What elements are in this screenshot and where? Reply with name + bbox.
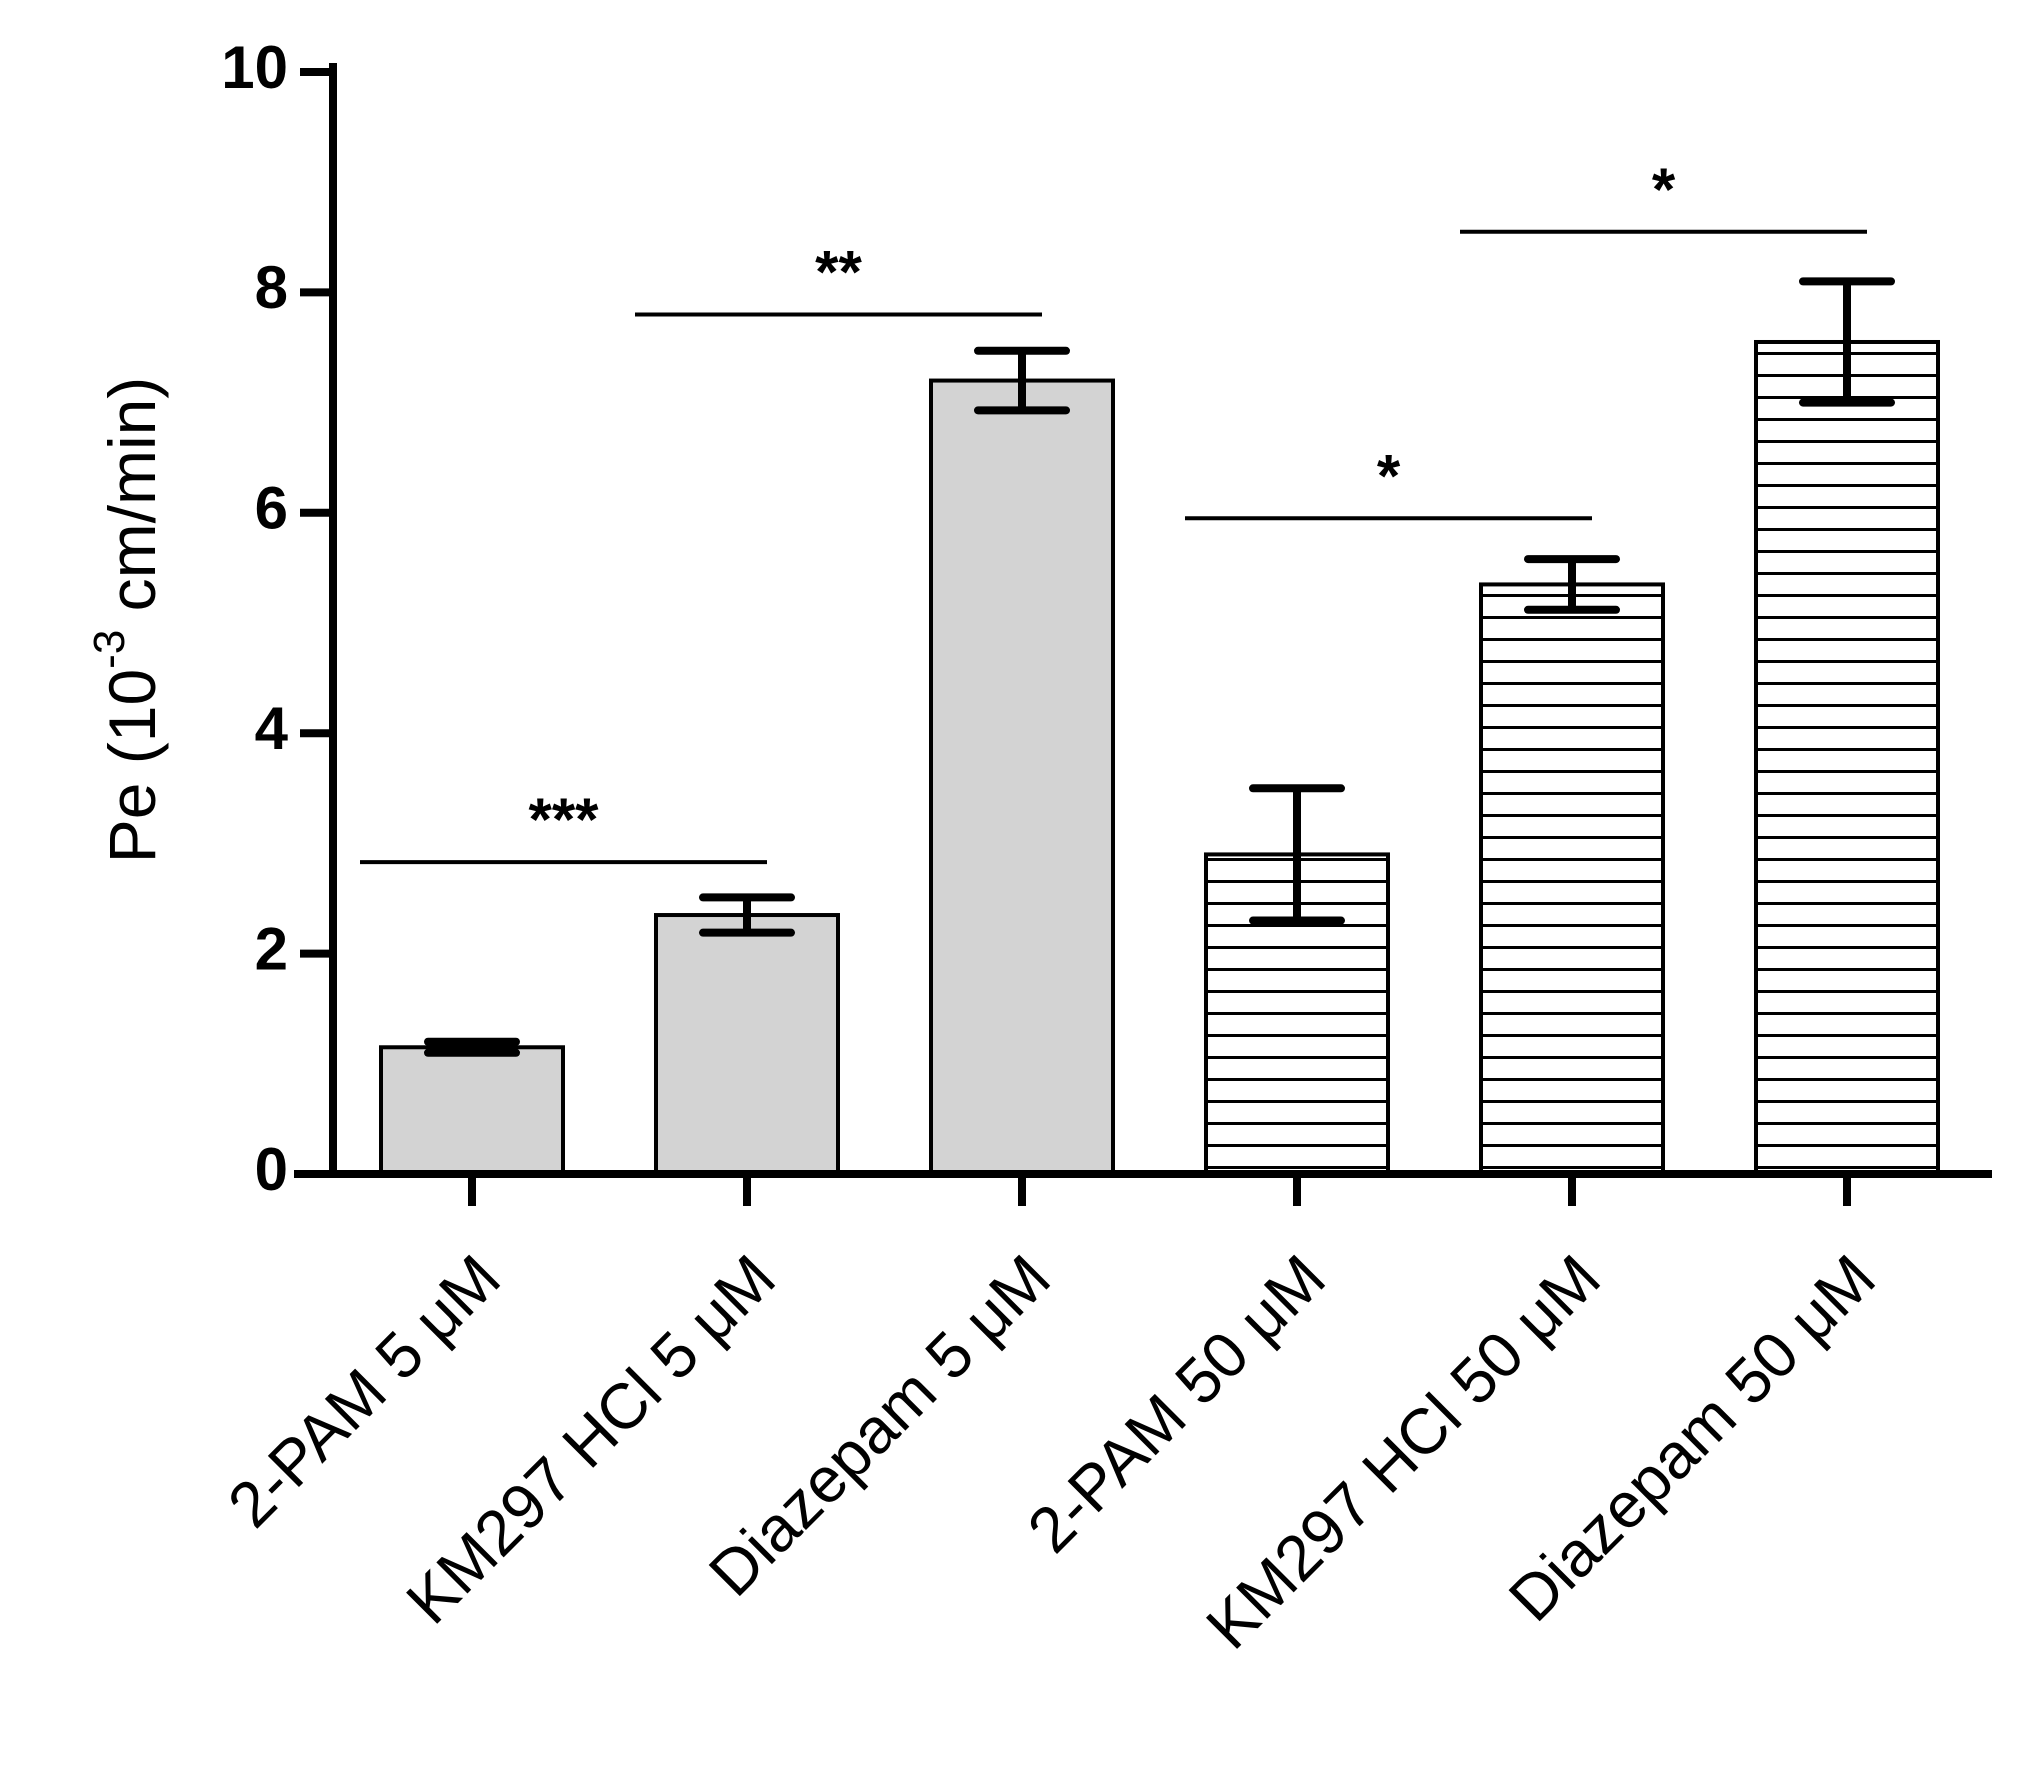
y-tick-label-6: 6 <box>255 475 288 542</box>
significance-layer: ******* <box>360 156 1867 865</box>
y-tick-label-8: 8 <box>255 254 288 321</box>
error-bar-2 <box>699 893 795 937</box>
bar-3 <box>929 378 1115 1176</box>
y-tick-label-10: 10 <box>221 34 288 101</box>
error-bar-6 <box>1799 277 1895 407</box>
significance-marker-2: ** <box>635 238 1042 317</box>
y-tick-label-2: 2 <box>255 915 288 982</box>
error-bars-layer <box>424 277 1895 1057</box>
error-bar-5 <box>1524 555 1620 614</box>
y-ticks-layer: 0 2 4 6 8 10 <box>221 34 333 1203</box>
y-axis-title-superscript: -3 <box>85 630 134 669</box>
y-tick-label-0: 0 <box>255 1136 288 1203</box>
significance-label: ** <box>815 238 862 305</box>
y-axis-title-unit: cm/min) <box>95 377 169 630</box>
significance-label: * <box>1652 156 1676 223</box>
bar-1 <box>379 1045 565 1177</box>
bar-5 <box>1479 582 1665 1176</box>
bar-2 <box>654 913 840 1177</box>
y-tick-label-4: 4 <box>255 695 289 762</box>
significance-label: * <box>1377 442 1401 509</box>
bar-6 <box>1754 339 1940 1176</box>
error-bar-4 <box>1249 784 1345 925</box>
error-bar-3 <box>974 346 1070 415</box>
significance-marker-3: * <box>1185 442 1592 521</box>
significance-marker-4: * <box>1460 156 1867 234</box>
significance-label: *** <box>528 786 599 853</box>
y-axis-title-main: Pe (10 <box>95 669 169 863</box>
significance-marker-1: *** <box>360 786 767 865</box>
bars-layer <box>379 339 1940 1177</box>
error-bar-1 <box>424 1037 520 1057</box>
y-axis-title: Pe (10-3 cm/min) <box>85 377 170 864</box>
x-tick-label-1: 2-PAM 5 μM <box>214 1241 514 1541</box>
